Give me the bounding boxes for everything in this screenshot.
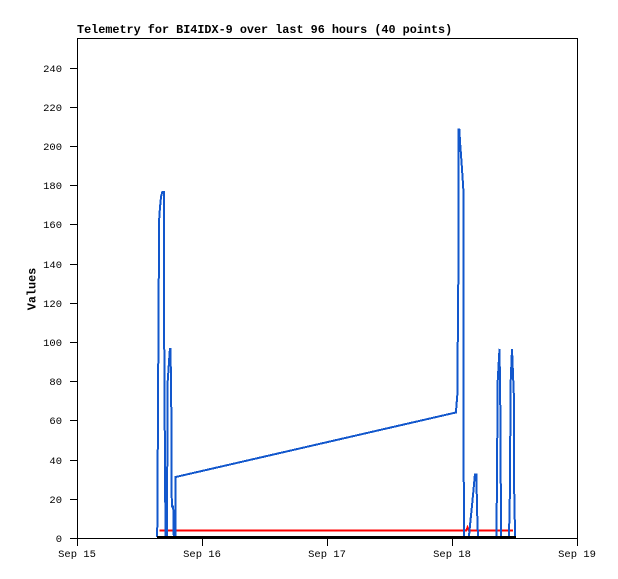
svg-text:100: 100	[43, 338, 62, 350]
svg-text:Values: Values	[26, 268, 40, 310]
svg-text:Sep 19: Sep 19	[558, 549, 596, 561]
svg-text:160: 160	[43, 220, 62, 232]
svg-text:80: 80	[49, 377, 62, 389]
svg-text:220: 220	[43, 103, 62, 115]
svg-text:Telemetry for BI4IDX-9 over la: Telemetry for BI4IDX-9 over last 96 hour…	[77, 23, 452, 37]
svg-text:20: 20	[49, 495, 62, 507]
svg-text:0: 0	[56, 534, 62, 546]
svg-text:Sep 17: Sep 17	[308, 549, 346, 561]
svg-text:120: 120	[43, 299, 62, 311]
svg-text:240: 240	[43, 64, 62, 76]
svg-text:Sep 18: Sep 18	[433, 549, 471, 561]
svg-text:180: 180	[43, 181, 62, 193]
svg-text:60: 60	[49, 416, 62, 428]
svg-text:140: 140	[43, 260, 62, 272]
svg-text:Sep 15: Sep 15	[58, 549, 96, 561]
svg-text:Sep 16: Sep 16	[183, 549, 221, 561]
svg-text:200: 200	[43, 142, 62, 154]
svg-text:40: 40	[49, 456, 62, 468]
